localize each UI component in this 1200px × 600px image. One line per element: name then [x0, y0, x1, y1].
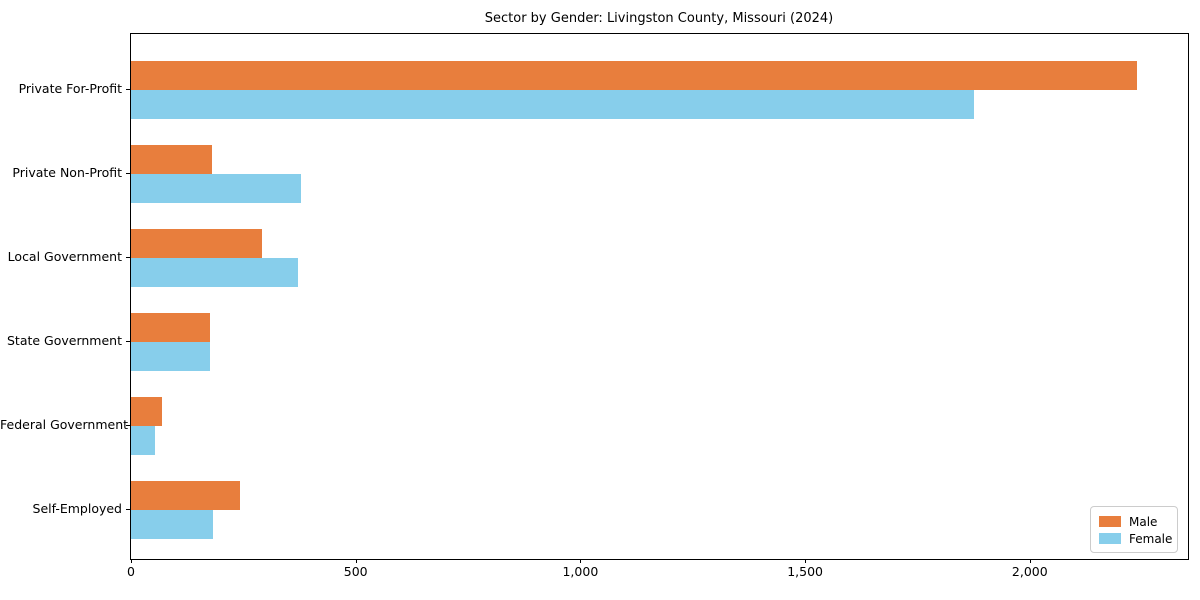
bar-female-private-for-profit: [131, 90, 974, 119]
chart-title: Sector by Gender: Livingston County, Mis…: [484, 11, 834, 26]
xtick-label-1500: 1,500: [787, 564, 823, 579]
male-color-swatch: [1099, 516, 1121, 527]
plot-area: [130, 33, 1189, 560]
bar-female-local-government: [131, 258, 298, 287]
ytick-mark-local-government: [126, 257, 130, 258]
bar-female-federal-government: [131, 426, 155, 455]
bar-male-private-for-profit: [131, 61, 1137, 90]
legend-item-female: Female: [1099, 530, 1177, 547]
ytick-label-private-non-profit: Private Non-Profit: [12, 165, 122, 180]
bar-male-self-employed: [131, 481, 241, 510]
bar-female-self-employed: [131, 510, 213, 539]
ytick-mark-private-for-profit: [126, 89, 130, 90]
ytick-mark-self-employed: [126, 509, 130, 510]
bar-female-private-non-profit: [131, 174, 301, 203]
bar-male-local-government: [131, 229, 262, 258]
xtick-label-1000: 1,000: [562, 564, 599, 579]
ytick-mark-federal-government: [126, 425, 130, 426]
xtick-mark-2000: [1029, 559, 1031, 563]
xtick-mark-500: [355, 559, 357, 563]
ytick-mark-state-government: [126, 341, 130, 342]
xtick-label-0: 0: [127, 564, 135, 579]
legend-label-male: Male: [1129, 514, 1158, 529]
xtick-label-2000: 2,000: [1011, 564, 1048, 579]
legend: Male Female: [1090, 506, 1178, 553]
ytick-label-federal-government: Federal Government: [0, 417, 129, 432]
bar-male-private-non-profit: [131, 145, 213, 174]
bar-male-state-government: [131, 313, 211, 342]
legend-item-male: Male: [1099, 513, 1177, 530]
xtick-mark-1500: [805, 559, 807, 563]
ytick-mark-private-non-profit: [126, 173, 130, 174]
bar-male-federal-government: [131, 397, 162, 426]
ytick-label-local-government: Local Government: [7, 249, 122, 264]
xtick-mark-0: [131, 559, 132, 563]
xtick-label-500: 500: [343, 564, 368, 579]
female-color-swatch: [1099, 533, 1121, 544]
legend-label-female: Female: [1129, 531, 1173, 546]
bar-female-state-government: [131, 342, 211, 371]
xtick-mark-1000: [580, 559, 582, 563]
ytick-label-private-for-profit: Private For-Profit: [18, 81, 122, 96]
ytick-label-state-government: State Government: [6, 333, 122, 348]
ytick-label-self-employed: Self-Employed: [32, 501, 122, 516]
